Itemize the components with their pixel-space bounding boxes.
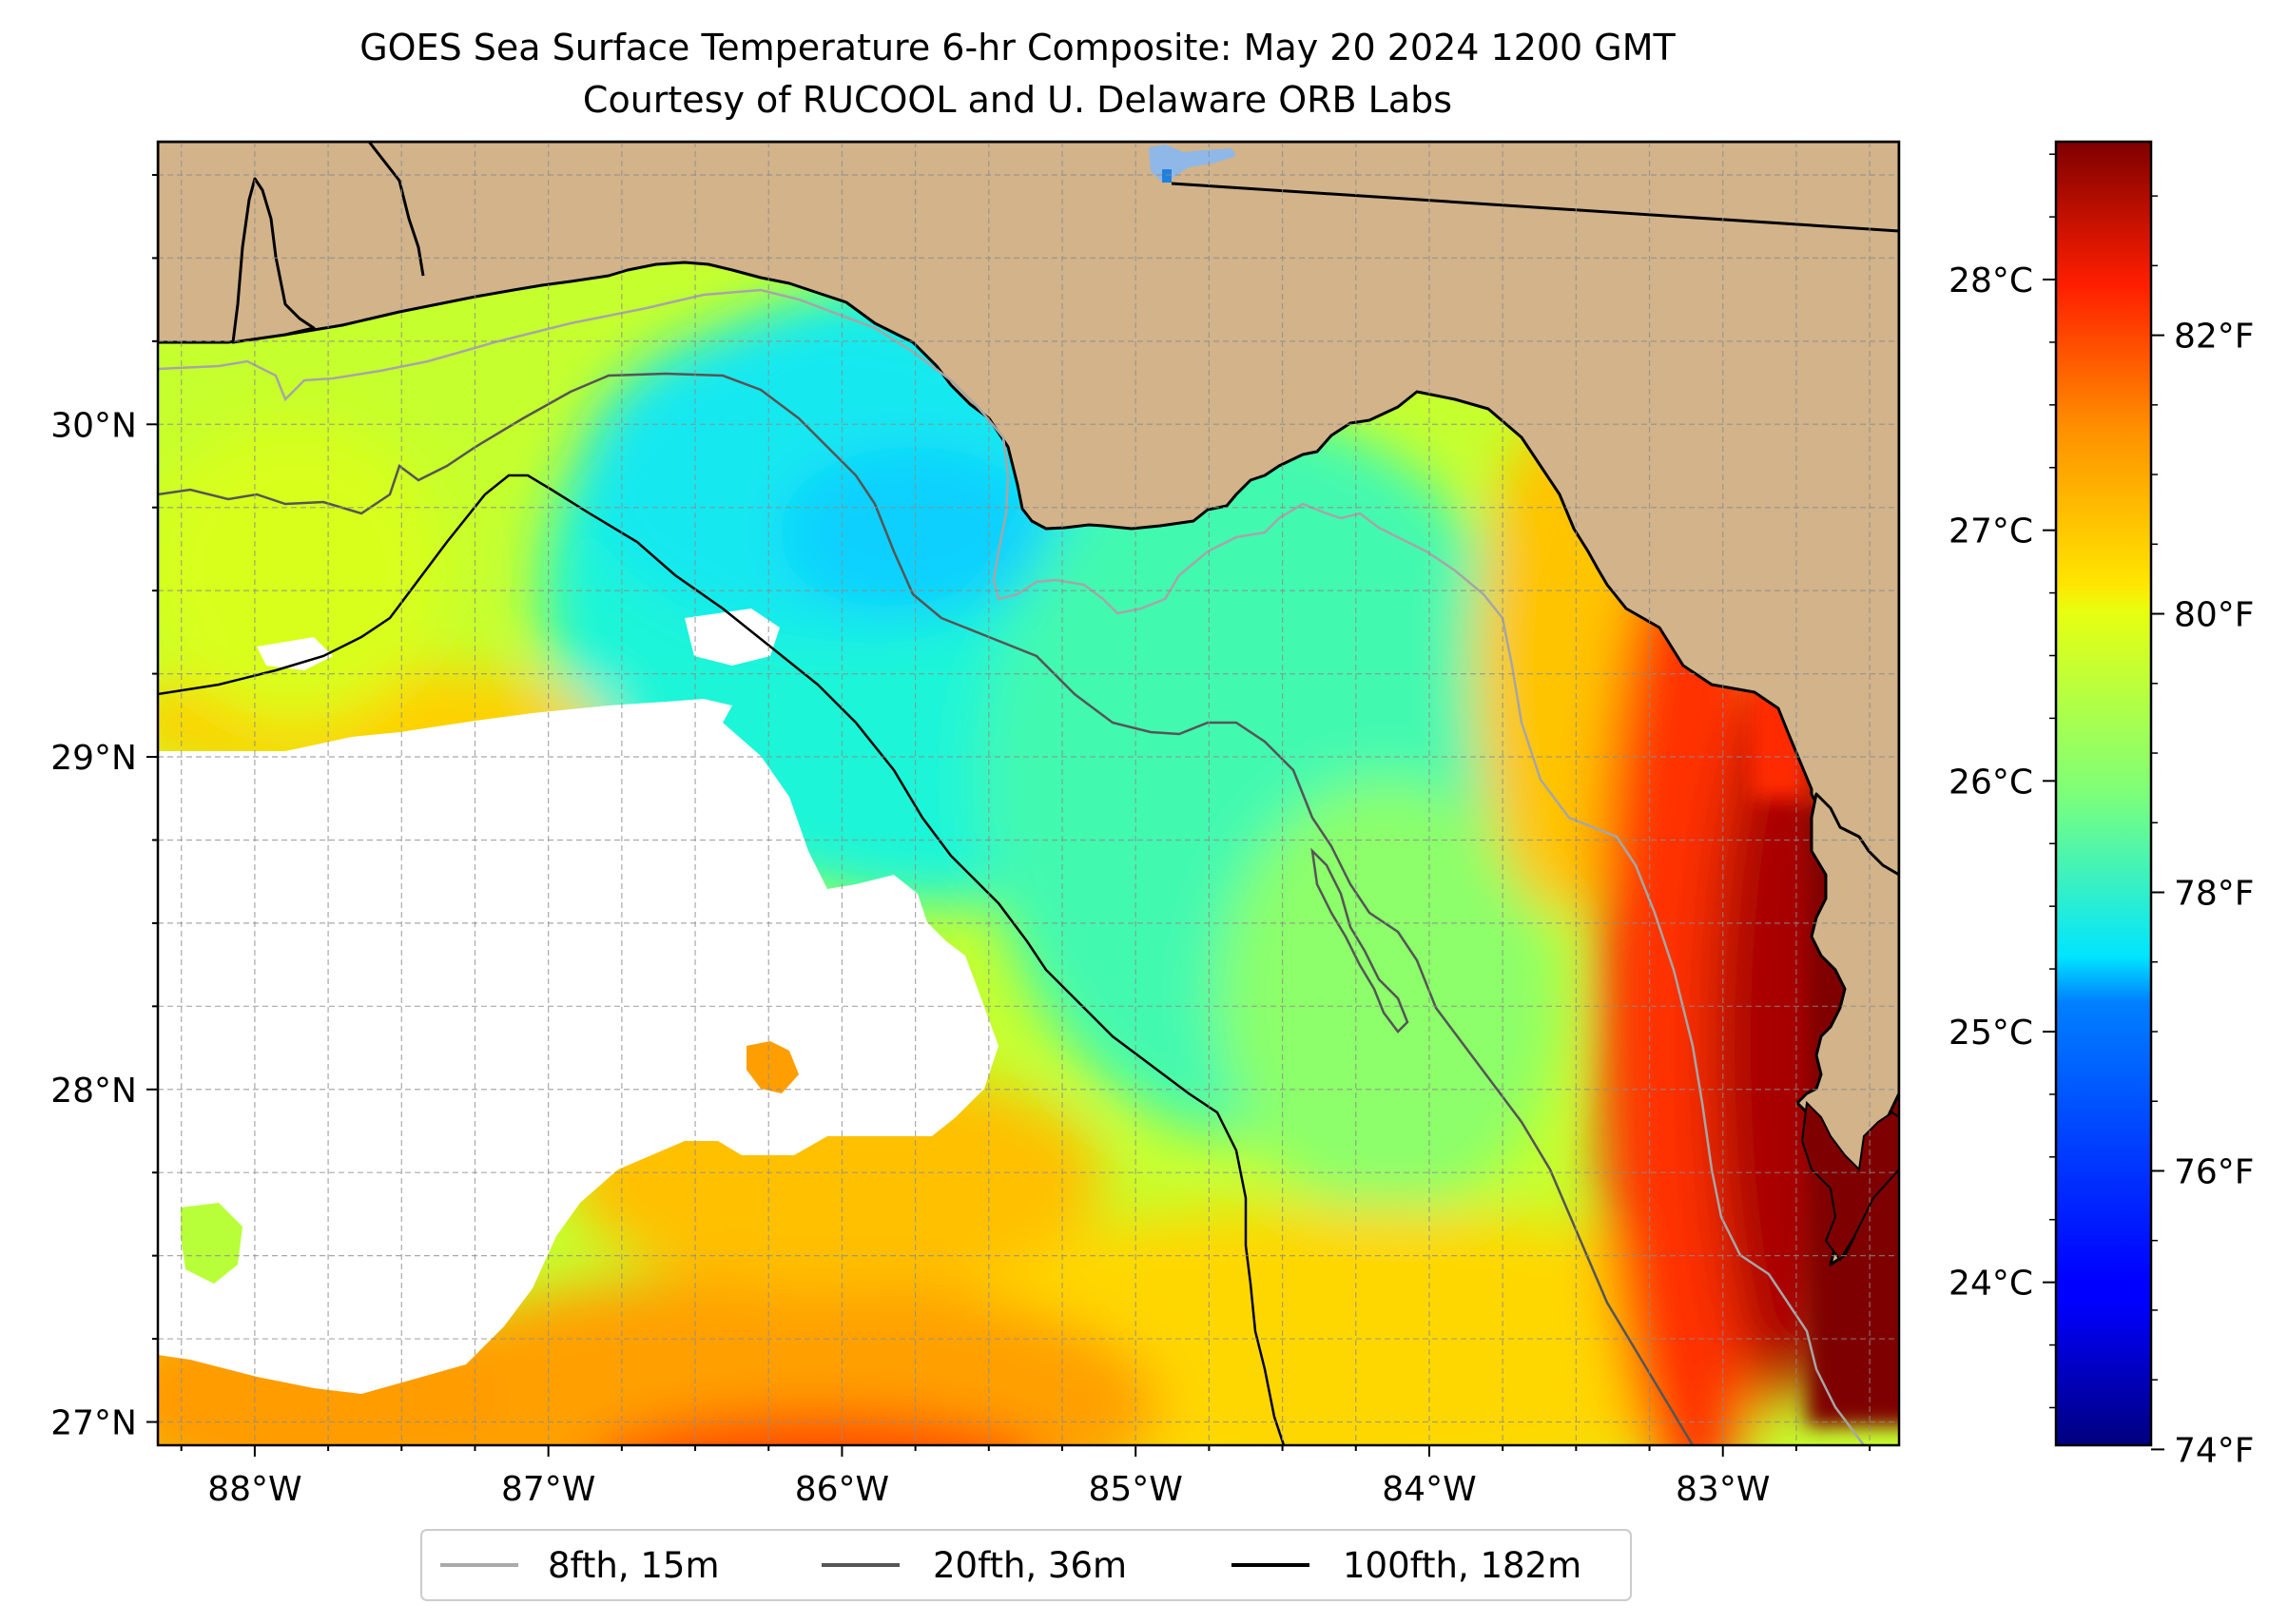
colorbar-gradient bbox=[2054, 140, 2153, 1447]
colorbar-label-c: 27°C bbox=[1949, 512, 2033, 551]
y-tick-label: 29°N bbox=[50, 739, 137, 778]
colorbar-label-f: 76°F bbox=[2174, 1152, 2255, 1191]
x-tick-label: 85°W bbox=[1088, 1470, 1182, 1509]
y-tick-label: 28°N bbox=[50, 1072, 137, 1111]
legend-item-100fth: 100fth, 182m bbox=[1231, 1545, 1581, 1586]
gridlines bbox=[158, 142, 1899, 1445]
x-tick-label: 88°W bbox=[207, 1470, 301, 1509]
legend-label-8fth: 8fth, 15m bbox=[548, 1545, 720, 1586]
legend: 8fth, 15m 20fth, 36m 100fth, 182m bbox=[420, 1529, 1632, 1601]
map-title-line-2: Courtesy of RUCOOL and U. Delaware ORB L… bbox=[583, 79, 1452, 121]
legend-label-20fth: 20fth, 36m bbox=[933, 1545, 1127, 1586]
map-title-line-1: GOES Sea Surface Temperature 6-hr Compos… bbox=[359, 27, 1676, 68]
legend-box bbox=[420, 1529, 1632, 1601]
isobath-100fth-182m bbox=[158, 474, 1286, 1445]
lake-marker bbox=[1162, 169, 1172, 183]
colorbar-label-f: 82°F bbox=[2174, 318, 2255, 357]
colorbar-label-c: 25°C bbox=[1949, 1014, 2033, 1053]
x-tick-label: 84°W bbox=[1382, 1470, 1476, 1509]
colorbar-label-c: 24°C bbox=[1949, 1265, 2033, 1304]
legend-label-100fth: 100fth, 182m bbox=[1343, 1545, 1581, 1586]
y-tick-label: 30°N bbox=[50, 406, 137, 445]
colorbar-ticks: 24°C 25°C 26°C 27°C 28°C 74°F 76°F 78°F 80°F 82°F bbox=[1949, 153, 2255, 1470]
map-frame bbox=[156, 140, 1901, 1447]
state-boundary-west bbox=[367, 142, 425, 277]
map-axis-ticks: 88°W 87°W 86°W 85°W 84°W 83°W 27°N 28°N 29°N 30°N bbox=[50, 173, 1871, 1509]
colorbar-label-c: 26°C bbox=[1949, 763, 2033, 802]
colorbar: 24°C 25°C 26°C 27°C 28°C 74°F 76°F 78°F 80°F 82°F bbox=[1949, 140, 2255, 1470]
legend-item-8fth: 8fth, 15m bbox=[440, 1545, 720, 1586]
isobath-8fth-15m bbox=[158, 288, 1865, 1445]
legend-item-20fth: 20fth, 36m bbox=[822, 1545, 1127, 1586]
y-tick-label: 27°N bbox=[50, 1404, 137, 1443]
tampa-bay-water bbox=[1800, 1100, 1899, 1262]
x-tick-label: 87°W bbox=[501, 1470, 595, 1509]
x-tick-label: 83°W bbox=[1676, 1470, 1770, 1509]
colorbar-label-f: 78°F bbox=[2174, 874, 2255, 913]
x-tick-label: 86°W bbox=[795, 1470, 889, 1509]
colorbar-label-c: 28°C bbox=[1949, 261, 2033, 300]
map-panel bbox=[158, 142, 1899, 1445]
colorbar-label-f: 80°F bbox=[2174, 596, 2255, 635]
no-data-regions bbox=[158, 609, 999, 1394]
colorbar-label-f: 74°F bbox=[2174, 1431, 2255, 1470]
state-boundary bbox=[1171, 182, 1899, 233]
